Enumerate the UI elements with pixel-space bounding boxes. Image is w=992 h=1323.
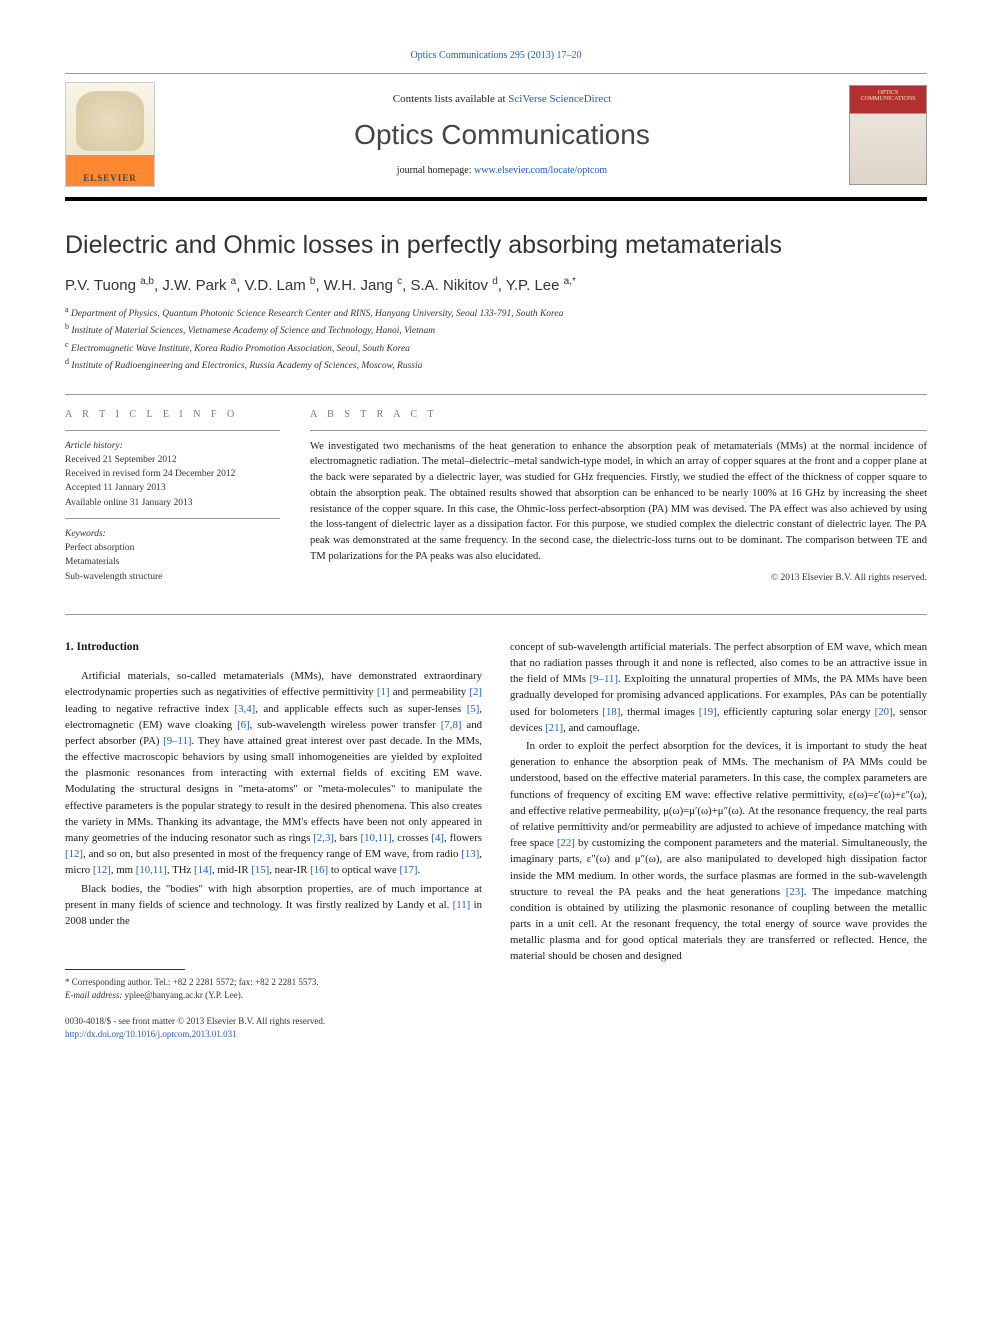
body-paragraph: Artificial materials, so-called metamate…: [65, 668, 482, 878]
keyword: Sub-wavelength structure: [65, 570, 280, 584]
citation-header: Optics Communications 295 (2013) 17–20: [65, 50, 927, 61]
article-info: A R T I C L E I N F O Article history: R…: [65, 409, 280, 584]
history-label: Article history:: [65, 439, 280, 453]
article-title: Dielectric and Ohmic losses in perfectly…: [65, 231, 927, 260]
journal-header: ELSEVIER Contents lists available at Sci…: [65, 73, 927, 201]
abstract: A B S T R A C T We investigated two mech…: [310, 409, 927, 584]
affiliations: a Department of Physics, Quantum Photoni…: [65, 304, 927, 374]
sciencedirect-link[interactable]: SciVerse ScienceDirect: [508, 93, 611, 105]
body-paragraph: In order to exploit the perfect absorpti…: [510, 738, 927, 965]
keywords-label: Keywords:: [65, 527, 280, 541]
keyword: Perfect absorption: [65, 541, 280, 555]
abstract-divider: [310, 430, 927, 431]
abstract-section-label: A B S T R A C T: [310, 409, 927, 420]
journal-cover-icon: OPTICS COMMUNICATIONS: [849, 85, 927, 185]
corresponding-footnote: * Corresponding author. Tel.: +82 2 2281…: [65, 976, 482, 1001]
history-received: Received 21 September 2012: [65, 453, 280, 467]
intro-heading: 1. Introduction: [65, 639, 482, 656]
issn-line: 0030-4018/$ - see front matter © 2013 El…: [65, 1015, 482, 1028]
body-col-right: concept of sub-wavelength artificial mat…: [510, 639, 927, 1041]
cover-title: OPTICS COMMUNICATIONS: [854, 90, 922, 103]
info-divider-2: [65, 518, 280, 519]
history-accepted: Accepted 11 January 2013: [65, 481, 280, 495]
info-divider: [65, 430, 280, 431]
corr-line: * Corresponding author. Tel.: +82 2 2281…: [65, 976, 482, 989]
body-paragraph: Black bodies, the "bodies" with high abs…: [65, 881, 482, 930]
abstract-text: We investigated two mechanisms of the he…: [310, 439, 927, 565]
homepage-link[interactable]: www.elsevier.com/locate/optcom: [474, 165, 607, 176]
contents-line: Contents lists available at SciVerse Sci…: [155, 93, 849, 105]
citation-link[interactable]: Optics Communications 295 (2013) 17–20: [410, 50, 581, 61]
authors: P.V. Tuong a,b, J.W. Park a, V.D. Lam b,…: [65, 276, 927, 294]
body-col-left: 1. Introduction Artificial materials, so…: [65, 639, 482, 1041]
journal-name: Optics Communications: [155, 119, 849, 151]
elsevier-label: ELSEVIER: [83, 173, 137, 186]
elsevier-logo: ELSEVIER: [65, 82, 155, 187]
homepage-prefix: journal homepage:: [397, 165, 474, 176]
email-label: E-mail address:: [65, 990, 122, 1000]
body-columns: 1. Introduction Artificial materials, so…: [65, 614, 927, 1041]
homepage-line: journal homepage: www.elsevier.com/locat…: [155, 165, 849, 176]
doi-link[interactable]: http://dx.doi.org/10.1016/j.optcom.2013.…: [65, 1029, 237, 1039]
keyword: Metamaterials: [65, 555, 280, 569]
footnote-divider: [65, 969, 185, 970]
divider: [65, 394, 927, 395]
email: yplee@hanyang.ac.kr (Y.P. Lee).: [125, 990, 243, 1000]
header-center: Contents lists available at SciVerse Sci…: [155, 93, 849, 176]
history-revised: Received in revised form 24 December 201…: [65, 467, 280, 481]
abstract-copyright: © 2013 Elsevier B.V. All rights reserved…: [310, 573, 927, 583]
contents-prefix: Contents lists available at: [393, 93, 508, 105]
history-online: Available online 31 January 2013: [65, 496, 280, 510]
info-section-label: A R T I C L E I N F O: [65, 409, 280, 420]
body-paragraph: concept of sub-wavelength artificial mat…: [510, 639, 927, 736]
page-footer: 0030-4018/$ - see front matter © 2013 El…: [65, 1015, 482, 1040]
